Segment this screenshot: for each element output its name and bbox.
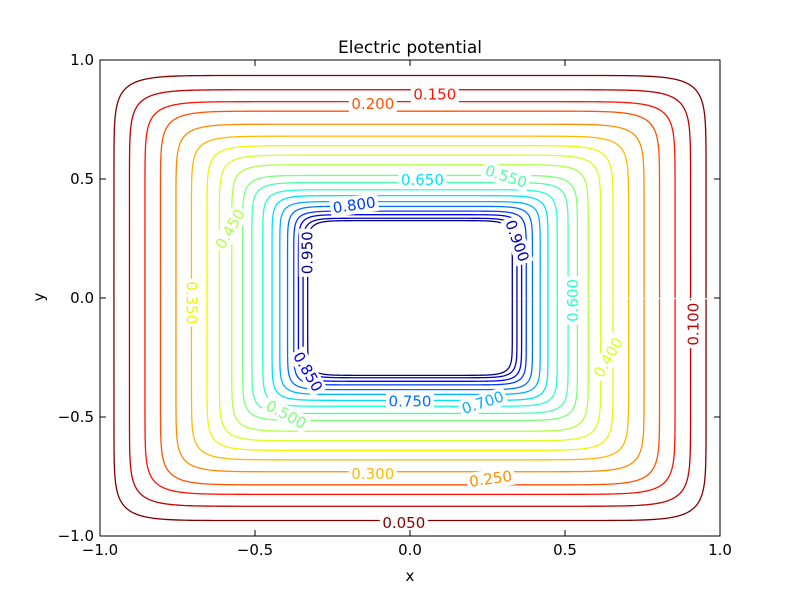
- contour-label-0-650: 0.650: [398, 171, 447, 190]
- contour-lines: [113, 74, 707, 522]
- contour-line-0-05: [113, 74, 707, 522]
- svg-text:0.750: 0.750: [389, 393, 432, 411]
- svg-text:0.850: 0.850: [289, 349, 326, 395]
- x-tick-label: 1.0: [708, 541, 732, 559]
- svg-text:0.400: 0.400: [590, 334, 627, 380]
- x-tick-label: 0.0: [398, 541, 422, 559]
- y-axis-ticks: −1.0 −0.5 0.0 0.5 1.0: [58, 51, 720, 545]
- svg-text:0.150: 0.150: [413, 86, 456, 104]
- x-tick-label: −0.5: [237, 541, 273, 559]
- contour-line-0-95: [307, 219, 513, 377]
- contour-labels: 0.150 0.200 0.650 0.550 0.800 0.900 0.950 0.450…: [182, 85, 703, 532]
- svg-text:0.250: 0.250: [468, 467, 513, 491]
- contour-label-0-250: 0.250: [465, 466, 516, 492]
- contour-label-0-200: 0.200: [348, 95, 397, 113]
- contour-line-0-15: [144, 101, 676, 496]
- contour-line-0-25: [175, 123, 645, 473]
- x-axis-label: x: [406, 567, 415, 585]
- contour-line-0-70: [279, 200, 541, 396]
- contour-label-0-500: 0.500: [260, 395, 312, 434]
- svg-text:0.600: 0.600: [564, 279, 582, 322]
- contour-line-0-45: [231, 164, 589, 432]
- svg-text:0.500: 0.500: [263, 397, 309, 433]
- chart-title: Electric potential: [338, 38, 482, 58]
- contour-label-0-900: 0.900: [500, 215, 534, 267]
- x-axis-ticks: −1.0 −0.5 0.0 0.5 1.0: [82, 60, 732, 559]
- contour-label-0-800: 0.800: [329, 192, 380, 218]
- svg-text:0.950: 0.950: [299, 231, 317, 274]
- y-tick-label: −0.5: [58, 408, 94, 426]
- svg-text:0.550: 0.550: [483, 161, 529, 191]
- contour-label-0-950: 0.950: [298, 228, 317, 277]
- contour-line-0-65: [271, 195, 549, 401]
- svg-text:0.050: 0.050: [382, 514, 425, 532]
- x-tick-label: 0.5: [553, 541, 577, 559]
- contour-label-0-550: 0.550: [480, 160, 532, 193]
- contour-line-0-75: [286, 205, 534, 391]
- contour-label-0-050: 0.050: [379, 513, 428, 532]
- contour-label-0-600: 0.600: [563, 276, 582, 325]
- svg-text:0.200: 0.200: [351, 95, 394, 113]
- svg-text:0.800: 0.800: [332, 193, 377, 217]
- y-axis-label: y: [30, 292, 48, 301]
- x-tick-label: −1.0: [82, 541, 118, 559]
- svg-text:0.650: 0.650: [401, 171, 444, 189]
- contour-line-0-50: [241, 174, 579, 422]
- contour-line-0-10: [128, 89, 692, 507]
- contour-line-0-55: [251, 181, 569, 415]
- y-tick-label: −1.0: [58, 527, 94, 545]
- svg-text:0.350: 0.350: [183, 281, 201, 324]
- contour-label-0-400: 0.400: [588, 332, 629, 383]
- contour-line-0-80: [293, 210, 527, 386]
- y-tick-label: 0.5: [70, 170, 94, 188]
- svg-text:0.900: 0.900: [501, 218, 533, 265]
- contour-label-0-750: 0.750: [386, 392, 434, 411]
- contour-line-0-20: [159, 110, 661, 486]
- contour-label-0-100: 0.100: [684, 300, 703, 349]
- svg-text:0.300: 0.300: [351, 465, 394, 483]
- contour-line-0-35: [206, 145, 614, 451]
- contour-label-0-450: 0.450: [210, 203, 250, 255]
- contour-label-0-350: 0.350: [182, 278, 201, 327]
- contour-label-0-150: 0.150: [410, 85, 459, 104]
- svg-text:0.100: 0.100: [685, 303, 703, 346]
- contour-line-0-60: [262, 189, 558, 407]
- contour-line-0-40: [218, 154, 602, 442]
- contour-label-0-300: 0.300: [348, 465, 397, 484]
- contour-line-0-90: [302, 217, 518, 379]
- y-tick-label: 0.0: [70, 289, 94, 307]
- contour-line-0-85: [297, 214, 523, 382]
- contour-label-0-850: 0.850: [287, 346, 328, 398]
- y-tick-label: 1.0: [70, 51, 94, 69]
